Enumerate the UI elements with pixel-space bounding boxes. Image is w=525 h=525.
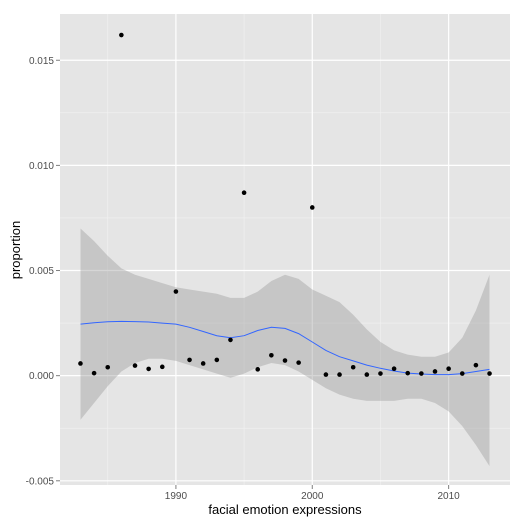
data-point [459,371,465,376]
data-point [309,205,315,210]
data-point [282,358,288,363]
data-point [78,361,83,366]
data-point [323,372,329,377]
data-point [419,371,424,376]
data-point [432,369,438,374]
data-point [119,32,124,38]
data-point [173,289,179,294]
grid-minor [60,14,510,485]
x-tick-label: 1990 [165,491,188,502]
y-axis: -0.005 0.000 0.005 0.010 0.015 [26,56,60,487]
data-point [91,370,97,376]
data-point [337,372,342,377]
points [78,32,492,377]
data-point [391,366,397,372]
data-point [487,371,492,376]
data-point [132,363,138,368]
x-axis-title: facial emotion expressions [208,502,362,517]
data-point [473,362,479,368]
grid-major [60,14,510,485]
y-tick-label: 0.005 [29,266,54,277]
x-tick-label: 2000 [301,491,324,502]
y-tick-label: 0.015 [29,56,54,67]
data-point [446,366,451,372]
y-tick-label: -0.005 [26,476,55,487]
data-point [350,364,356,370]
data-point [214,357,220,363]
data-point [405,370,411,376]
confidence-ribbon [80,228,490,467]
x-axis: 1990 2000 2010 [165,485,460,502]
data-point [146,366,151,372]
data-point [364,372,370,377]
data-point [296,360,301,365]
data-point [241,190,247,196]
data-point [255,367,261,372]
data-point [187,357,192,363]
x-tick-label: 2010 [438,491,461,502]
y-tick-label: 0.000 [29,371,54,382]
y-axis-title: proportion [8,221,23,280]
data-point [200,361,206,366]
data-point [378,371,383,376]
data-point [159,364,165,370]
data-point [105,364,111,370]
plot-panel [60,14,510,485]
data-point [228,337,233,343]
y-tick-label: 0.010 [29,161,54,172]
data-point [269,352,274,358]
